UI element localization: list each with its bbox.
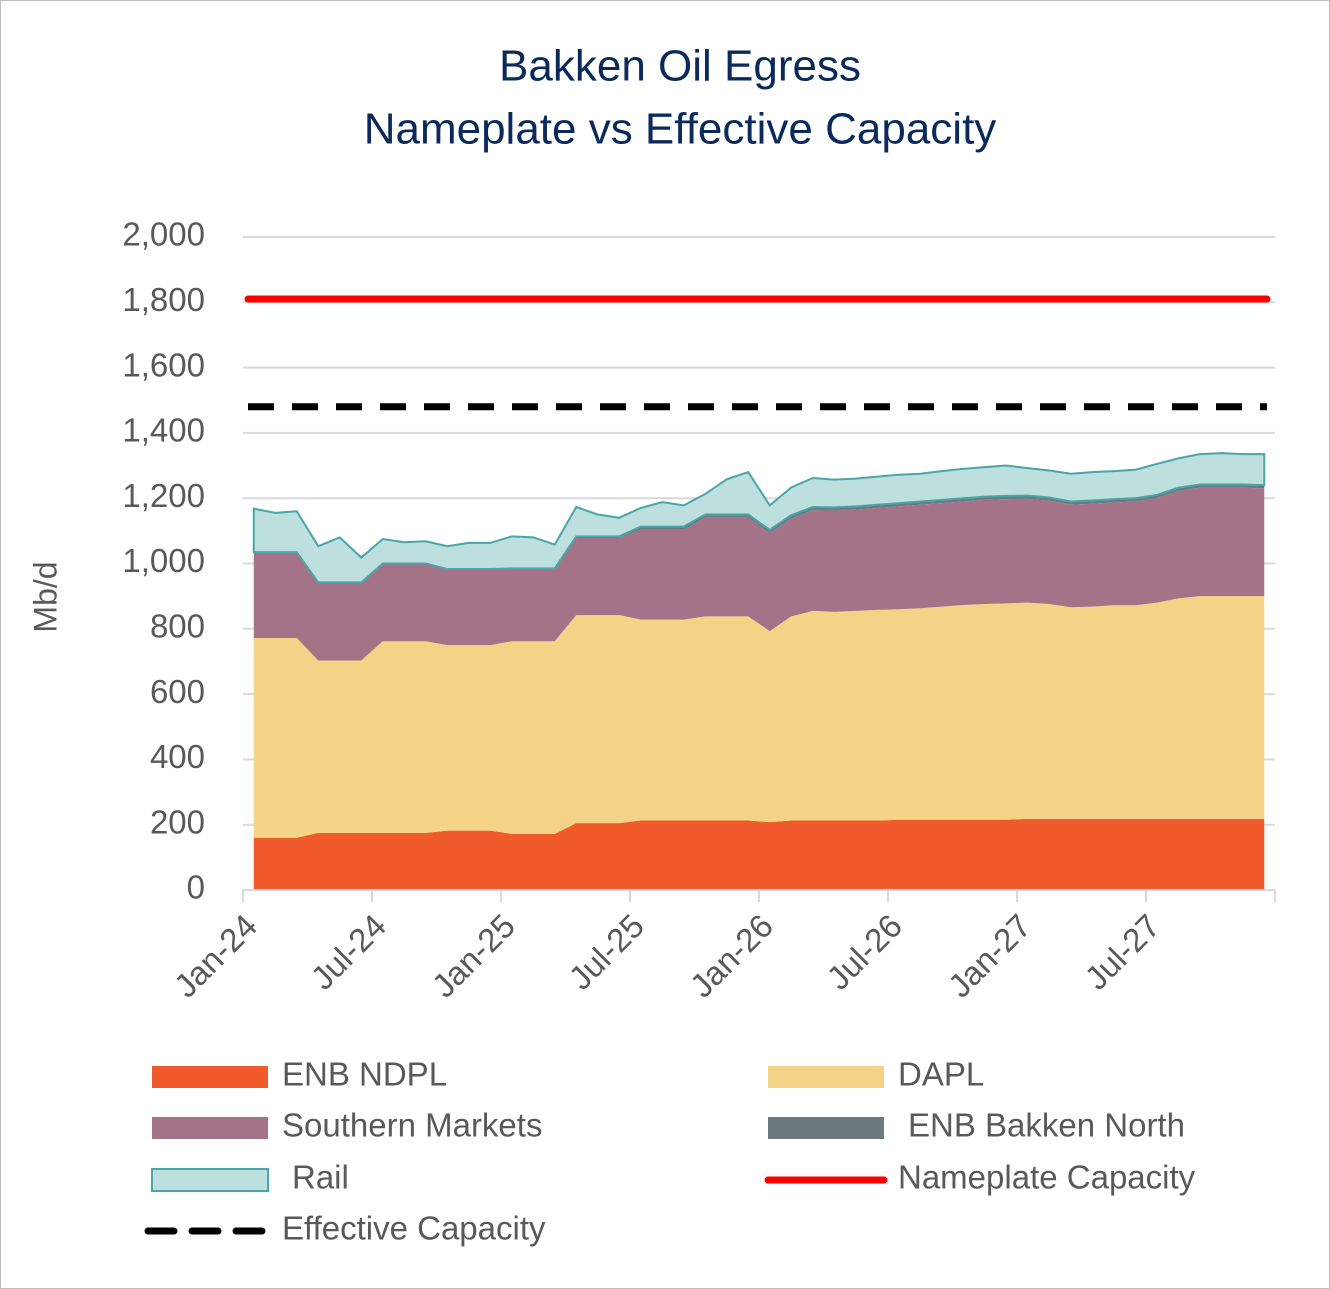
y-tick-label: 1,800 — [122, 281, 205, 318]
legend-label: ENB Bakken North — [908, 1107, 1185, 1144]
y-tick-label: 1,400 — [122, 412, 205, 449]
legend-label: DAPL — [898, 1056, 984, 1093]
legend-swatch — [152, 1117, 268, 1139]
legend-label: Rail — [292, 1159, 349, 1196]
y-tick-label: 2,000 — [122, 216, 205, 253]
area — [253, 487, 1265, 661]
y-tick-label: 600 — [150, 673, 205, 710]
area — [253, 818, 1265, 890]
y-tick-label: 200 — [150, 803, 205, 840]
y-tick-label: 1,000 — [122, 542, 205, 579]
legend-label: Nameplate Capacity — [898, 1159, 1196, 1196]
legend-label: ENB NDPL — [282, 1056, 447, 1093]
chart-title: Bakken Oil Egress — [499, 42, 861, 91]
area — [252, 452, 1266, 584]
legend-label: Southern Markets — [282, 1107, 542, 1144]
y-tick-label: 1,200 — [122, 477, 205, 514]
y-tick-label: 400 — [150, 738, 205, 775]
chart-subtitle: Nameplate vs Effective Capacity — [364, 105, 997, 154]
legend-swatch — [151, 1168, 269, 1192]
legend-swatch — [768, 1117, 884, 1139]
legend-swatch — [768, 1066, 884, 1088]
y-tick-label: 0 — [187, 869, 205, 906]
y-tick-label: 800 — [150, 608, 205, 645]
area — [253, 596, 1265, 838]
area — [253, 484, 1265, 583]
legend-swatch — [152, 1066, 268, 1088]
y-tick-label: 1,600 — [122, 346, 205, 383]
y-axis-label: Mb/d — [27, 561, 63, 632]
legend-label: Effective Capacity — [282, 1210, 546, 1247]
